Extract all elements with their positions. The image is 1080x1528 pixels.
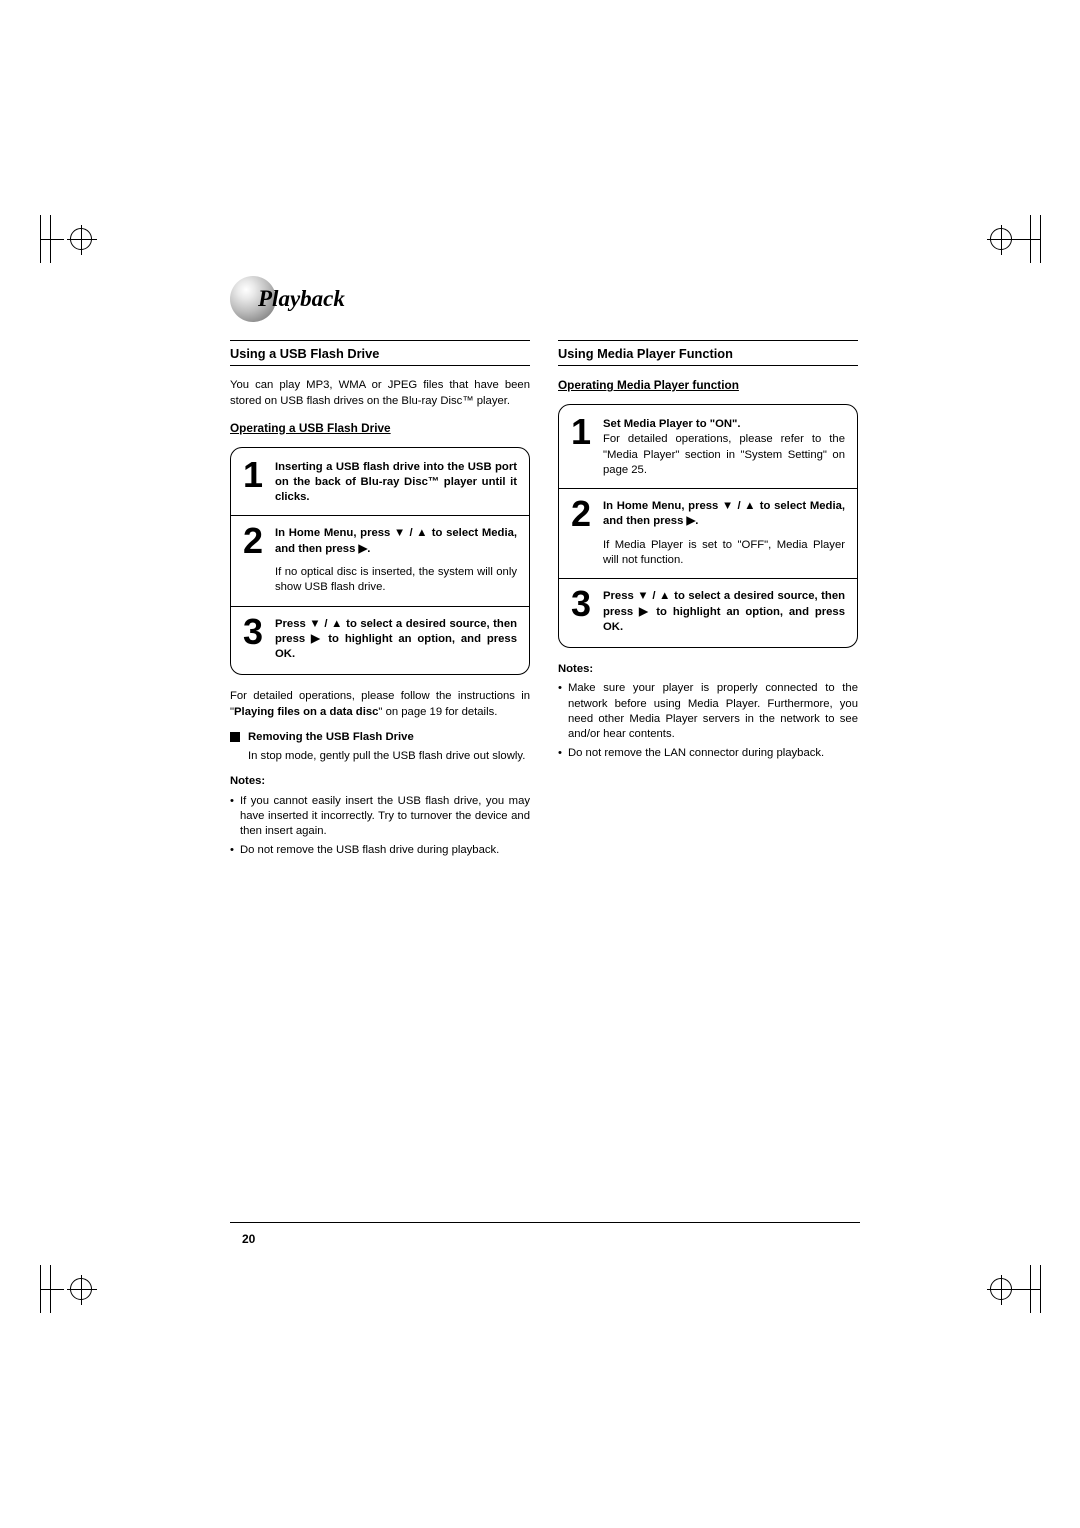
step-body: In Home Menu, press ▼ / ▲ to select Medi… bbox=[603, 499, 845, 530]
left-intro: You can play MP3, WMA or JPEG files that… bbox=[230, 378, 530, 409]
left-sub-title: Operating a USB Flash Drive bbox=[230, 421, 530, 437]
crop-circle-bl bbox=[70, 1278, 92, 1300]
down-up-icon: ▼ / ▲ bbox=[637, 590, 670, 602]
step-number: 2 bbox=[571, 499, 595, 530]
down-up-icon: ▼ / ▲ bbox=[722, 500, 756, 512]
left-step-3: 3 Press ▼ / ▲ to select a desired source… bbox=[243, 617, 517, 663]
step-text: Press bbox=[275, 618, 309, 630]
right-arrow-icon: ▶ bbox=[639, 606, 650, 618]
right-step-1: 1 Set Media Player to "ON". For detailed… bbox=[571, 417, 845, 478]
right-notes-label: Notes: bbox=[558, 662, 858, 677]
right-sub-title: Operating Media Player function bbox=[558, 378, 858, 394]
right-arrow-icon: ▶ bbox=[359, 543, 368, 555]
down-up-icon: ▼ / ▲ bbox=[309, 618, 342, 630]
step-body: Set Media Player to "ON". For detailed o… bbox=[603, 417, 845, 478]
right-notes-list: •Make sure your player is properly conne… bbox=[558, 681, 858, 761]
right-step-2: 2 In Home Menu, press ▼ / ▲ to select Me… bbox=[571, 499, 845, 530]
step-text: In Home Menu, press bbox=[275, 527, 394, 539]
crop-circle-tr bbox=[990, 228, 1012, 250]
followup-bold: Playing files on a data disc bbox=[234, 706, 378, 718]
step-body: Press ▼ / ▲ to select a desired source, … bbox=[603, 589, 845, 635]
bullet-icon: • bbox=[558, 681, 562, 742]
left-followup: For detailed operations, please follow t… bbox=[230, 689, 530, 720]
left-column: Using a USB Flash Drive You can play MP3… bbox=[230, 340, 530, 863]
right-step-2-note: If Media Player is set to "OFF", Media P… bbox=[571, 538, 845, 569]
square-bullet-icon bbox=[230, 732, 240, 742]
step-number: 3 bbox=[243, 617, 267, 663]
right-step-3: 3 Press ▼ / ▲ to select a desired source… bbox=[571, 589, 845, 635]
step-text: In Home Menu, press bbox=[603, 500, 722, 512]
page-footer-rule bbox=[230, 1222, 860, 1223]
bullet-icon: • bbox=[230, 794, 234, 840]
right-arrow-icon: ▶ bbox=[687, 515, 696, 527]
page-number: 20 bbox=[242, 1232, 255, 1246]
left-notes-label: Notes: bbox=[230, 774, 530, 789]
note-item: • Do not remove the LAN connector during … bbox=[558, 746, 858, 761]
page-header: Playback bbox=[230, 276, 357, 322]
bullet-icon: • bbox=[230, 843, 234, 858]
left-step-2-note: If no optical disc is inserted, the syst… bbox=[243, 565, 517, 596]
step-number: 3 bbox=[571, 589, 595, 635]
bullet-icon: • bbox=[558, 746, 562, 761]
note-item: • Do not remove the USB flash drive durin… bbox=[230, 843, 530, 858]
step-number: 2 bbox=[243, 526, 267, 557]
step-divider bbox=[231, 606, 529, 607]
step-divider bbox=[559, 488, 857, 489]
step-number: 1 bbox=[571, 417, 595, 478]
block-title: Removing the USB Flash Drive bbox=[248, 730, 414, 745]
step-text: . bbox=[695, 515, 698, 527]
right-steps-box: 1 Set Media Player to "ON". For detailed… bbox=[558, 404, 858, 648]
note-item: •Make sure your player is properly conne… bbox=[558, 681, 858, 742]
note-item: •If you cannot easily insert the USB fla… bbox=[230, 794, 530, 840]
step-bold: Set Media Player to "ON". bbox=[603, 418, 741, 430]
step-body: Inserting a USB flash drive into the USB… bbox=[275, 460, 517, 506]
left-block-body: In stop mode, gently pull the USB flash … bbox=[230, 749, 530, 764]
left-notes-list: •If you cannot easily insert the USB fla… bbox=[230, 794, 530, 859]
right-section-title: Using Media Player Function bbox=[558, 340, 858, 366]
step-divider bbox=[231, 515, 529, 516]
left-step-1: 1 Inserting a USB flash drive into the U… bbox=[243, 460, 517, 506]
step-body-text: For detailed operations, please refer to… bbox=[603, 433, 845, 476]
crop-circle-tl bbox=[70, 228, 92, 250]
step-body: Press ▼ / ▲ to select a desired source, … bbox=[275, 617, 517, 663]
note-text: Do not remove the USB flash drive during… bbox=[240, 843, 499, 858]
step-text: Press bbox=[603, 590, 637, 602]
crop-circle-br bbox=[990, 1278, 1012, 1300]
left-steps-box: 1 Inserting a USB flash drive into the U… bbox=[230, 447, 530, 676]
note-text: Make sure your player is properly connec… bbox=[568, 681, 858, 742]
step-divider bbox=[559, 578, 857, 579]
down-up-icon: ▼ / ▲ bbox=[394, 527, 428, 539]
step-bold: Inserting a USB flash drive into the USB… bbox=[275, 461, 517, 504]
note-text: If you cannot easily insert the USB flas… bbox=[240, 794, 530, 840]
left-step-2: 2 In Home Menu, press ▼ / ▲ to select Me… bbox=[243, 526, 517, 557]
left-block-heading: Removing the USB Flash Drive bbox=[230, 730, 530, 745]
step-number: 1 bbox=[243, 460, 267, 506]
step-text: . bbox=[367, 543, 370, 555]
left-section-title: Using a USB Flash Drive bbox=[230, 340, 530, 366]
content-area: Using a USB Flash Drive You can play MP3… bbox=[230, 340, 860, 863]
note-text: Do not remove the LAN connector during p… bbox=[568, 746, 824, 761]
right-arrow-icon: ▶ bbox=[311, 633, 322, 645]
header-title: Playback bbox=[258, 286, 345, 312]
followup-post: " on page 19 for details. bbox=[378, 706, 497, 718]
step-body: In Home Menu, press ▼ / ▲ to select Medi… bbox=[275, 526, 517, 557]
right-column: Using Media Player Function Operating Me… bbox=[558, 340, 858, 863]
